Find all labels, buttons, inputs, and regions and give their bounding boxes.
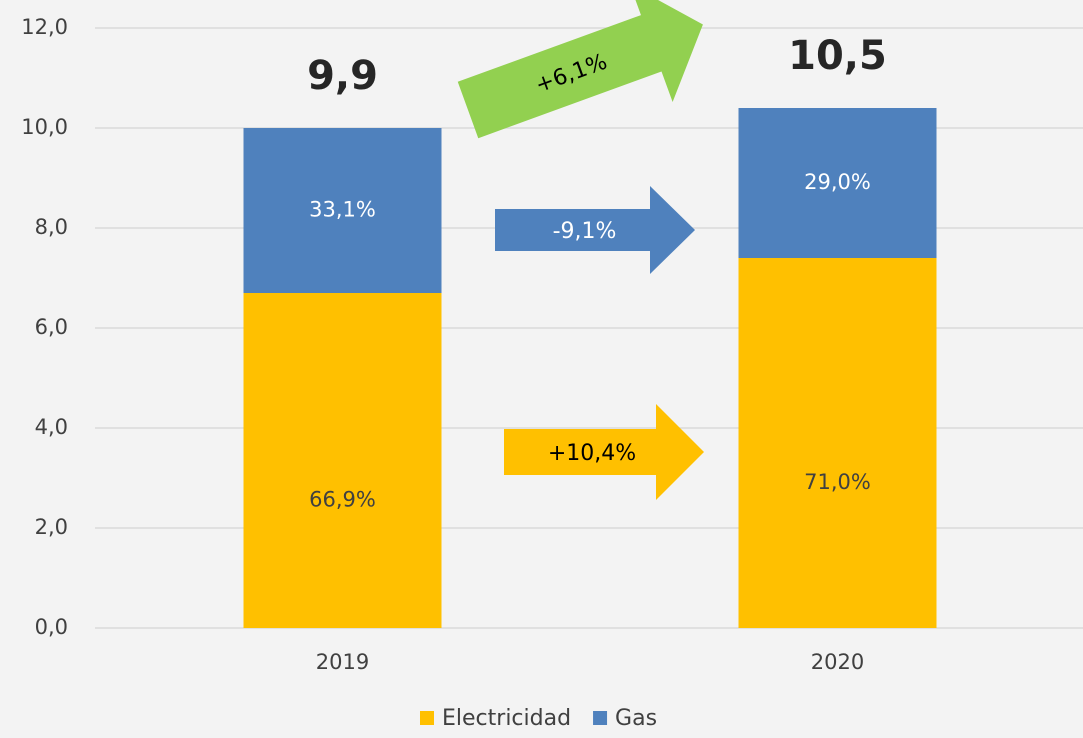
change-arrow: +10,4% [504, 404, 704, 500]
legend-swatch [420, 711, 434, 725]
arrow-shape [495, 186, 695, 274]
segment-label: 71,0% [804, 470, 871, 494]
arrow-shape [457, 0, 703, 139]
bar-segment [738, 108, 937, 258]
x-tick-label: 2019 [316, 650, 369, 674]
y-tick-label: 4,0 [35, 415, 68, 439]
arrow-label: -9,1% [553, 219, 617, 244]
arrow-shape [504, 404, 704, 500]
legend-swatch [593, 711, 608, 725]
change-arrow: -9,1% [495, 186, 695, 274]
y-tick-label: 12,0 [21, 15, 68, 39]
change-arrow: +6,1% [457, 0, 703, 139]
segment-label: 33,1% [309, 198, 376, 222]
total-label: 9,9 [307, 53, 378, 99]
segment-label: 66,9% [309, 488, 376, 512]
bar-segment [738, 258, 937, 628]
y-tick-label: 2,0 [35, 515, 68, 539]
total-label: 10,5 [788, 33, 887, 79]
y-tick-label: 0,0 [35, 615, 68, 639]
bar-segment [243, 293, 442, 628]
arrow-label: +10,4% [548, 441, 636, 466]
legend-label: Electricidad [442, 706, 571, 731]
legend-label: Gas [615, 706, 657, 731]
segment-label: 29,0% [804, 170, 871, 194]
y-tick-label: 10,0 [21, 115, 68, 139]
y-tick-label: 6,0 [35, 315, 68, 339]
y-tick-label: 8,0 [35, 215, 68, 239]
bar-segment [243, 128, 442, 293]
x-tick-label: 2020 [811, 650, 864, 674]
